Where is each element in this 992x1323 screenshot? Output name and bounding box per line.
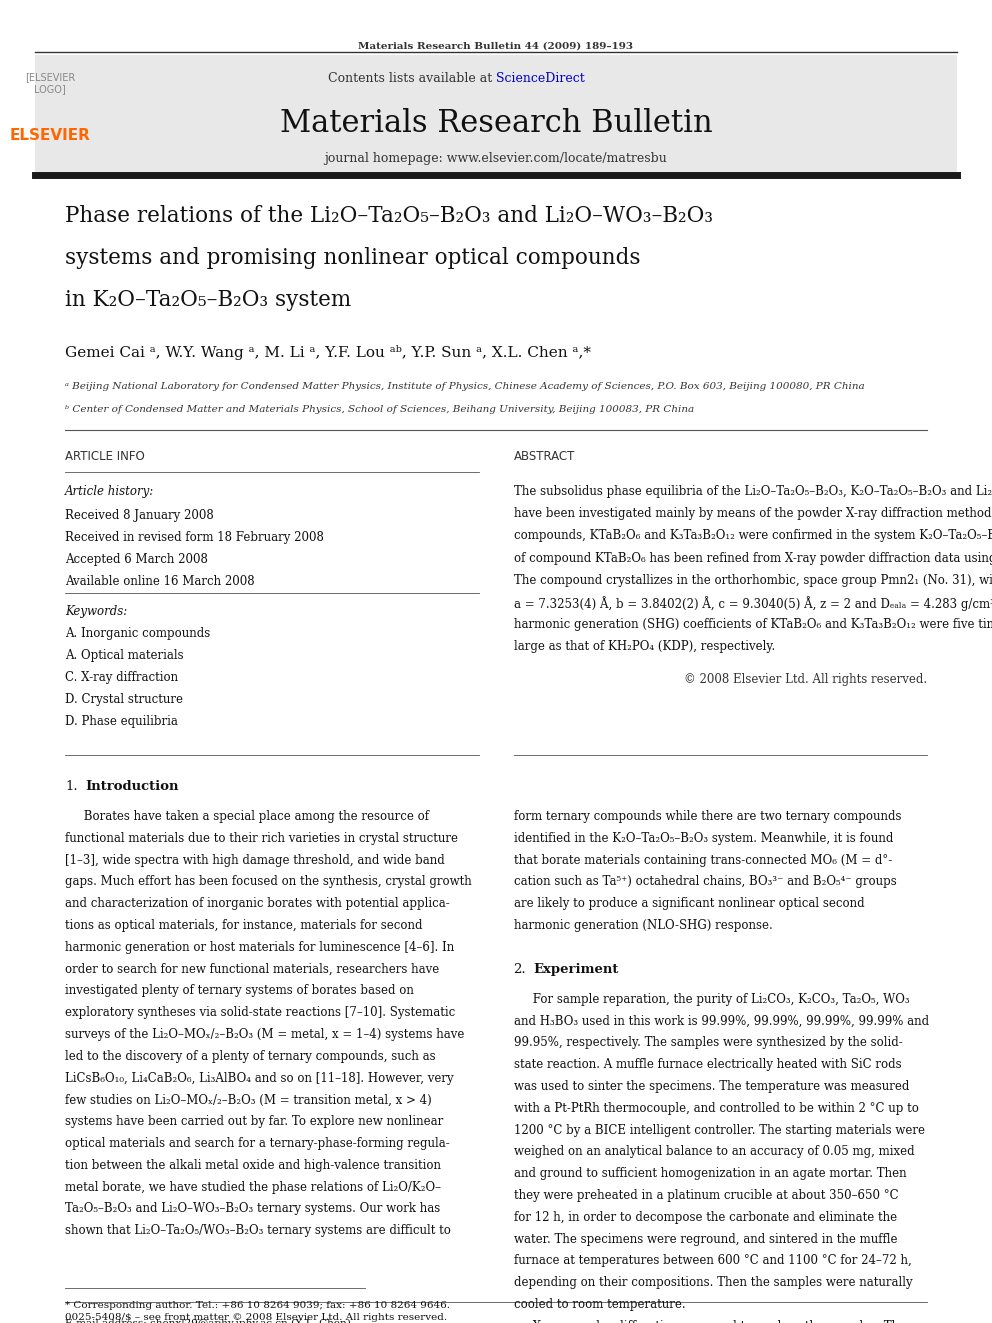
- Text: Introduction: Introduction: [85, 781, 179, 792]
- Text: state reaction. A muffle furnace electrically heated with SiC rods: state reaction. A muffle furnace electri…: [514, 1058, 901, 1072]
- Text: 1200 °C by a BICE intelligent controller. The starting materials were: 1200 °C by a BICE intelligent controller…: [514, 1123, 925, 1136]
- Text: Accepted 6 March 2008: Accepted 6 March 2008: [65, 553, 208, 566]
- Text: 1.: 1.: [65, 781, 77, 792]
- Text: shown that Li₂O–Ta₂O₅/WO₃–B₂O₃ ternary systems are difficult to: shown that Li₂O–Ta₂O₅/WO₃–B₂O₃ ternary s…: [65, 1224, 451, 1237]
- Text: identified in the K₂O–Ta₂O₅–B₂O₃ system. Meanwhile, it is found: identified in the K₂O–Ta₂O₅–B₂O₃ system.…: [514, 832, 893, 845]
- Text: are likely to produce a significant nonlinear optical second: are likely to produce a significant nonl…: [514, 897, 864, 910]
- Text: surveys of the Li₂O–MOₓ/₂–B₂O₃ (M = metal, x = 1–4) systems have: surveys of the Li₂O–MOₓ/₂–B₂O₃ (M = meta…: [65, 1028, 464, 1041]
- Text: and ground to sufficient homogenization in an agate mortar. Then: and ground to sufficient homogenization …: [514, 1167, 906, 1180]
- Text: form ternary compounds while there are two ternary compounds: form ternary compounds while there are t…: [514, 810, 901, 823]
- Text: Materials Research Bulletin 44 (2009) 189–193: Materials Research Bulletin 44 (2009) 18…: [358, 42, 634, 52]
- Text: Keywords:: Keywords:: [65, 605, 127, 618]
- Text: Gemei Cai ᵃ, W.Y. Wang ᵃ, M. Li ᵃ, Y.F. Lou ᵃᵇ, Y.P. Sun ᵃ, X.L. Chen ᵃ,*: Gemei Cai ᵃ, W.Y. Wang ᵃ, M. Li ᵃ, Y.F. …: [65, 345, 591, 360]
- Text: functional materials due to their rich varieties in crystal structure: functional materials due to their rich v…: [65, 832, 458, 845]
- Text: E-mail address: chenxl29@aphy.iphy.ac.cn (X.L. Chen).: E-mail address: chenxl29@aphy.iphy.ac.cn…: [65, 1319, 354, 1323]
- Text: C. X-ray diffraction: C. X-ray diffraction: [65, 671, 179, 684]
- Text: systems have been carried out by far. To explore new nonlinear: systems have been carried out by far. To…: [65, 1115, 443, 1129]
- Text: Materials Research Bulletin: Materials Research Bulletin: [280, 108, 712, 139]
- Text: ᵃ Beijing National Laboratory for Condensed Matter Physics, Institute of Physics: ᵃ Beijing National Laboratory for Conden…: [65, 382, 865, 392]
- Text: with a Pt-PtRh thermocouple, and controlled to be within 2 °C up to: with a Pt-PtRh thermocouple, and control…: [514, 1102, 919, 1115]
- Text: cation such as Ta⁵⁺) octahedral chains, BO₃³⁻ and B₂O₅⁴⁻ groups: cation such as Ta⁵⁺) octahedral chains, …: [514, 876, 896, 889]
- Text: [1–3], wide spectra with high damage threshold, and wide band: [1–3], wide spectra with high damage thr…: [65, 853, 444, 867]
- Text: Experiment: Experiment: [534, 963, 619, 976]
- Text: ᵇ Center of Condensed Matter and Materials Physics, School of Sciences, Beihang : ᵇ Center of Condensed Matter and Materia…: [65, 405, 694, 414]
- Text: tions as optical materials, for instance, materials for second: tions as optical materials, for instance…: [65, 919, 423, 931]
- Text: harmonic generation or host materials for luminescence [4–6]. In: harmonic generation or host materials fo…: [65, 941, 454, 954]
- Text: weighed on an analytical balance to an accuracy of 0.05 mg, mixed: weighed on an analytical balance to an a…: [514, 1146, 914, 1159]
- Text: large as that of KH₂PO₄ (KDP), respectively.: large as that of KH₂PO₄ (KDP), respectiv…: [514, 640, 775, 654]
- Text: metal borate, we have studied the phase relations of Li₂O/K₂O–: metal borate, we have studied the phase …: [65, 1180, 441, 1193]
- Text: Ta₂O₅–B₂O₃ and Li₂O–WO₃–B₂O₃ ternary systems. Our work has: Ta₂O₅–B₂O₃ and Li₂O–WO₃–B₂O₃ ternary sys…: [65, 1203, 440, 1216]
- Text: * Corresponding author. Tel.: +86 10 8264 9039; fax: +86 10 8264 9646.: * Corresponding author. Tel.: +86 10 826…: [65, 1301, 450, 1310]
- Text: Received 8 January 2008: Received 8 January 2008: [65, 509, 213, 523]
- Text: and characterization of inorganic borates with potential applica-: and characterization of inorganic borate…: [65, 897, 449, 910]
- Text: systems and promising nonlinear optical compounds: systems and promising nonlinear optical …: [65, 247, 641, 269]
- Text: harmonic generation (SHG) coefficients of KTaB₂O₆ and K₃Ta₃B₂O₁₂ were five times: harmonic generation (SHG) coefficients o…: [514, 618, 992, 631]
- Text: journal homepage: www.elsevier.com/locate/matresbu: journal homepage: www.elsevier.com/locat…: [324, 152, 668, 165]
- Text: exploratory syntheses via solid-state reactions [7–10]. Systematic: exploratory syntheses via solid-state re…: [65, 1007, 455, 1019]
- Text: A. Optical materials: A. Optical materials: [65, 650, 184, 662]
- Text: ARTICLE INFO: ARTICLE INFO: [65, 450, 145, 463]
- Text: 2.: 2.: [514, 963, 526, 976]
- Text: harmonic generation (NLO-SHG) response.: harmonic generation (NLO-SHG) response.: [514, 919, 772, 931]
- Text: water. The specimens were reground, and sintered in the muffle: water. The specimens were reground, and …: [514, 1233, 897, 1245]
- Text: LiCsB₆O₁₀, Li₄CaB₂O₆, Li₃AlBO₄ and so on [11–18]. However, very: LiCsB₆O₁₀, Li₄CaB₂O₆, Li₃AlBO₄ and so on…: [65, 1072, 453, 1085]
- Text: Received in revised form 18 February 2008: Received in revised form 18 February 200…: [65, 531, 323, 544]
- Text: for 12 h, in order to decompose the carbonate and eliminate the: for 12 h, in order to decompose the carb…: [514, 1211, 897, 1224]
- Text: ScienceDirect: ScienceDirect: [496, 71, 584, 85]
- Text: Available online 16 March 2008: Available online 16 March 2008: [65, 576, 255, 587]
- Text: furnace at temperatures between 600 °C and 1100 °C for 24–72 h,: furnace at temperatures between 600 °C a…: [514, 1254, 912, 1267]
- Text: The compound crystallizes in the orthorhombic, space group Pmn2₁ (No. 31), with : The compound crystallizes in the orthorh…: [514, 574, 992, 587]
- Text: depending on their compositions. Then the samples were naturally: depending on their compositions. Then th…: [514, 1277, 912, 1289]
- Text: [ELSEVIER
LOGO]: [ELSEVIER LOGO]: [25, 71, 75, 94]
- FancyBboxPatch shape: [35, 56, 957, 172]
- Text: 99.95%, respectively. The samples were synthesized by the solid-: 99.95%, respectively. The samples were s…: [514, 1036, 903, 1049]
- Text: Phase relations of the Li₂O–Ta₂O₅–B₂O₃ and Li₂O–WO₃–B₂O₃: Phase relations of the Li₂O–Ta₂O₅–B₂O₃ a…: [65, 205, 713, 228]
- Text: have been investigated mainly by means of the powder X-ray diffraction method. T: have been investigated mainly by means o…: [514, 507, 992, 520]
- Text: and H₃BO₃ used in this work is 99.99%, 99.99%, 99.99%, 99.99% and: and H₃BO₃ used in this work is 99.99%, 9…: [514, 1015, 929, 1028]
- Text: © 2008 Elsevier Ltd. All rights reserved.: © 2008 Elsevier Ltd. All rights reserved…: [683, 672, 927, 685]
- Text: Contents lists available at: Contents lists available at: [327, 71, 496, 85]
- Text: optical materials and search for a ternary-phase-forming regula-: optical materials and search for a terna…: [65, 1136, 449, 1150]
- Text: D. Phase equilibria: D. Phase equilibria: [65, 714, 178, 728]
- Text: tion between the alkali metal oxide and high-valence transition: tion between the alkali metal oxide and …: [65, 1159, 441, 1172]
- Text: order to search for new functional materials, researchers have: order to search for new functional mater…: [65, 963, 439, 975]
- Text: cooled to room temperature.: cooled to room temperature.: [514, 1298, 685, 1311]
- Text: in K₂O–Ta₂O₅–B₂O₃ system: in K₂O–Ta₂O₅–B₂O₃ system: [65, 288, 351, 311]
- Text: For sample reparation, the purity of Li₂CO₃, K₂CO₃, Ta₂O₅, WO₃: For sample reparation, the purity of Li₂…: [514, 992, 909, 1005]
- Text: they were preheated in a platinum crucible at about 350–650 °C: they were preheated in a platinum crucib…: [514, 1189, 898, 1203]
- Text: Borates have taken a special place among the resource of: Borates have taken a special place among…: [65, 810, 429, 823]
- Text: ABSTRACT: ABSTRACT: [514, 450, 575, 463]
- Text: led to the discovery of a plenty of ternary compounds, such as: led to the discovery of a plenty of tern…: [65, 1049, 435, 1062]
- Text: Article history:: Article history:: [65, 486, 154, 497]
- Text: of compound KTaB₂O₆ has been refined from X-ray powder diffraction data using th: of compound KTaB₂O₆ has been refined fro…: [514, 552, 992, 565]
- Text: a = 7.3253(4) Å, b = 3.8402(2) Å, c = 9.3040(5) Å, z = 2 and Dₑₐₗₐ = 4.283 g/cm³: a = 7.3253(4) Å, b = 3.8402(2) Å, c = 9.…: [514, 595, 992, 611]
- Text: investigated plenty of ternary systems of borates based on: investigated plenty of ternary systems o…: [65, 984, 414, 998]
- Text: was used to sinter the specimens. The temperature was measured: was used to sinter the specimens. The te…: [514, 1080, 909, 1093]
- Text: gaps. Much effort has been focused on the synthesis, crystal growth: gaps. Much effort has been focused on th…: [65, 876, 472, 889]
- Text: that borate materials containing trans-connected MO₆ (M = d°-: that borate materials containing trans-c…: [514, 853, 892, 867]
- Text: compounds, KTaB₂O₆ and K₃Ta₃B₂O₁₂ were confirmed in the system K₂O–Ta₂O₅–B₂O₃. C: compounds, KTaB₂O₆ and K₃Ta₃B₂O₁₂ were c…: [514, 529, 992, 542]
- Text: ELSEVIER: ELSEVIER: [10, 128, 90, 143]
- Text: A. Inorganic compounds: A. Inorganic compounds: [65, 627, 210, 640]
- Text: The subsolidus phase equilibria of the Li₂O–Ta₂O₅–B₂O₃, K₂O–Ta₂O₅–B₂O₃ and Li₂O–: The subsolidus phase equilibria of the L…: [514, 486, 992, 497]
- Text: 0025-5408/$ – see front matter © 2008 Elsevier Ltd. All rights reserved.: 0025-5408/$ – see front matter © 2008 El…: [65, 1312, 447, 1322]
- Text: D. Crystal structure: D. Crystal structure: [65, 693, 183, 706]
- Text: X-ray powder diffraction was used to analyze the samples. The: X-ray powder diffraction was used to ana…: [514, 1320, 906, 1323]
- Text: few studies on Li₂O–MOₓ/₂–B₂O₃ (M = transition metal, x > 4): few studies on Li₂O–MOₓ/₂–B₂O₃ (M = tran…: [65, 1093, 432, 1106]
